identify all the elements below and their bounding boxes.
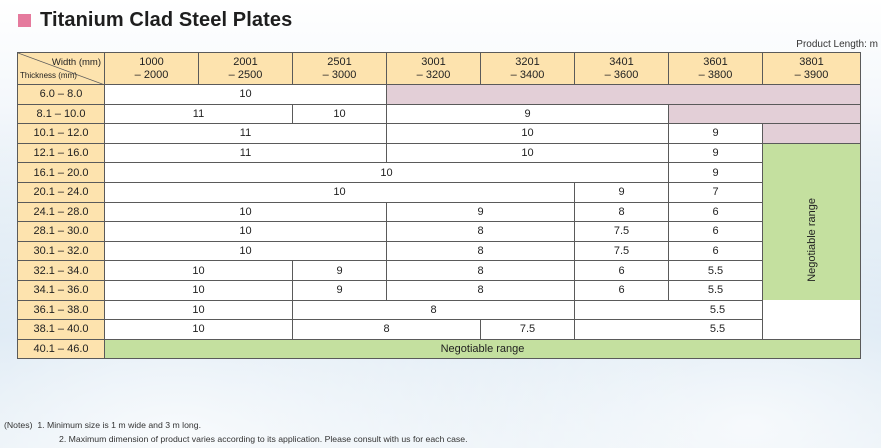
value-cell: 9 bbox=[292, 260, 387, 281]
thickness-cell: 12.1 – 16.0 bbox=[17, 142, 105, 164]
value-cell: 5.5 bbox=[574, 299, 861, 321]
value-cell: 11 bbox=[104, 103, 293, 125]
value-cell: 6 bbox=[574, 279, 669, 301]
value-cell: 11 bbox=[104, 142, 387, 164]
value-cell: 8 bbox=[292, 299, 575, 321]
table-row: 38.1 – 40.0 10 8 7.5 5.5 bbox=[17, 319, 861, 340]
value-cell: 9 bbox=[386, 103, 669, 125]
thickness-cell: 32.1 – 34.0 bbox=[17, 260, 105, 281]
table-row: 12.1 – 16.0 11 10 9 Negotiable range bbox=[17, 142, 861, 340]
table-row: 28.1 – 30.0 10 8 7.5 6 bbox=[17, 221, 861, 242]
table-row: 36.1 – 38.0 10 8 5.5 bbox=[17, 299, 861, 321]
value-cell: 6 bbox=[668, 201, 763, 223]
table-row: 24.1 – 28.0 10 9 8 6 bbox=[17, 201, 861, 223]
width-col-header: 3001– 3200 bbox=[386, 52, 481, 85]
width-col-header: 3601– 3800 bbox=[668, 52, 763, 85]
width-col-header: 2001– 2500 bbox=[198, 52, 293, 85]
value-cell: 5.5 bbox=[668, 260, 763, 281]
thickness-cell: 34.1 – 36.0 bbox=[17, 279, 105, 301]
value-cell: 6 bbox=[574, 260, 669, 281]
value-cell: 7.5 bbox=[574, 221, 669, 242]
value-cell: 8 bbox=[386, 221, 575, 242]
value-cell: 11 bbox=[104, 123, 387, 144]
value-cell: 6 bbox=[668, 221, 763, 242]
note-1: (Notes) 1. Minimum size is 1 m wide and … bbox=[4, 420, 201, 430]
thickness-cell: 20.1 – 24.0 bbox=[17, 181, 105, 203]
value-cell: 9 bbox=[668, 142, 763, 164]
width-col-header: 3201– 3400 bbox=[480, 52, 575, 85]
thickness-cell: 28.1 – 30.0 bbox=[17, 221, 105, 242]
value-cell: 8 bbox=[386, 279, 575, 301]
table-row: 6.0 – 8.0 10 bbox=[17, 84, 861, 105]
value-cell: 8 bbox=[292, 319, 481, 340]
table-row: 40.1 – 46.0 Negotiable range bbox=[17, 338, 861, 360]
value-cell: 8 bbox=[386, 240, 575, 262]
unavailable-area bbox=[668, 103, 861, 125]
table-row: 8.1 – 10.0 11 10 9 bbox=[17, 103, 861, 125]
value-cell: 10 bbox=[386, 123, 669, 144]
notes: (Notes) 1. Minimum size is 1 m wide and … bbox=[4, 418, 468, 446]
table-row: 30.1 – 32.0 10 8 7.5 6 bbox=[17, 240, 861, 262]
negotiable-range-horizontal: Negotiable range bbox=[104, 338, 861, 360]
product-length-note: Product Length: m bbox=[796, 39, 878, 50]
thickness-cell: 30.1 – 32.0 bbox=[17, 240, 105, 262]
thickness-cell: 38.1 – 40.0 bbox=[17, 319, 105, 340]
value-cell: 9 bbox=[668, 162, 763, 183]
width-header-label: Width (mm) bbox=[51, 57, 101, 68]
value-cell: 7.5 bbox=[480, 319, 575, 340]
table-row: 16.1 – 20.0 10 9 bbox=[17, 162, 861, 183]
thickness-cell: 10.1 – 12.0 bbox=[17, 123, 105, 144]
width-col-header: 1000– 2000 bbox=[104, 52, 199, 85]
value-cell: 10 bbox=[386, 142, 669, 164]
thickness-cell: 36.1 – 38.0 bbox=[17, 299, 105, 321]
unavailable-area bbox=[386, 84, 861, 105]
value-cell: 5.5 bbox=[668, 279, 763, 301]
value-cell: 10 bbox=[292, 103, 387, 125]
thickness-header-label: Thickness (mm) bbox=[20, 71, 77, 80]
page-title: Titanium Clad Steel Plates bbox=[18, 7, 292, 33]
width-col-header: 3401– 3600 bbox=[574, 52, 669, 85]
value-cell: 5.5 bbox=[574, 319, 861, 340]
value-cell: 9 bbox=[386, 201, 575, 223]
thickness-cell: 6.0 – 8.0 bbox=[17, 84, 105, 105]
unavailable-area bbox=[762, 123, 861, 144]
value-cell: 10 bbox=[104, 201, 387, 223]
title-square-icon bbox=[18, 13, 31, 27]
value-cell: 9 bbox=[292, 279, 387, 301]
page-title-text: Titanium Clad Steel Plates bbox=[40, 8, 293, 31]
width-col-header: 3801– 3900 bbox=[762, 52, 861, 85]
thickness-cell: 16.1 – 20.0 bbox=[17, 162, 105, 183]
value-cell: 7.5 bbox=[574, 240, 669, 262]
width-col-header: 2501– 3000 bbox=[292, 52, 387, 85]
table-row: 34.1 – 36.0 10 9 8 6 5.5 bbox=[17, 279, 861, 301]
value-cell: 7 bbox=[668, 181, 763, 203]
value-cell: 10 bbox=[104, 260, 293, 281]
table-row: 32.1 – 34.0 10 9 8 6 5.5 bbox=[17, 260, 861, 281]
thickness-cell: 24.1 – 28.0 bbox=[17, 201, 105, 223]
table-row: 20.1 – 24.0 10 9 7 bbox=[17, 181, 861, 203]
value-cell: 10 bbox=[104, 162, 669, 183]
thickness-cell: 8.1 – 10.0 bbox=[17, 103, 105, 125]
value-cell: 10 bbox=[104, 221, 387, 242]
thickness-cell: 40.1 – 46.0 bbox=[17, 338, 105, 360]
value-cell: 8 bbox=[386, 260, 575, 281]
dimension-table: Width (mm) Thickness (mm) 1000– 2000 200… bbox=[17, 52, 861, 360]
value-cell: 10 bbox=[104, 181, 575, 203]
diagonal-line bbox=[18, 53, 105, 85]
value-cell: 6 bbox=[668, 240, 763, 262]
value-cell: 10 bbox=[104, 84, 387, 105]
value-cell: 10 bbox=[104, 319, 293, 340]
value-cell: 10 bbox=[104, 279, 293, 301]
value-cell: 8 bbox=[574, 201, 669, 223]
value-cell: 9 bbox=[668, 123, 763, 144]
value-cell: 10 bbox=[104, 240, 387, 262]
note-2: 2. Maximum dimension of product varies a… bbox=[59, 434, 468, 444]
header-row: Width (mm) Thickness (mm) 1000– 2000 200… bbox=[17, 52, 861, 85]
table-row: 10.1 – 12.0 11 10 9 bbox=[17, 123, 861, 144]
value-cell: 10 bbox=[104, 299, 293, 321]
value-cell: 9 bbox=[574, 181, 669, 203]
corner-header-cell: Width (mm) Thickness (mm) bbox=[17, 52, 105, 85]
